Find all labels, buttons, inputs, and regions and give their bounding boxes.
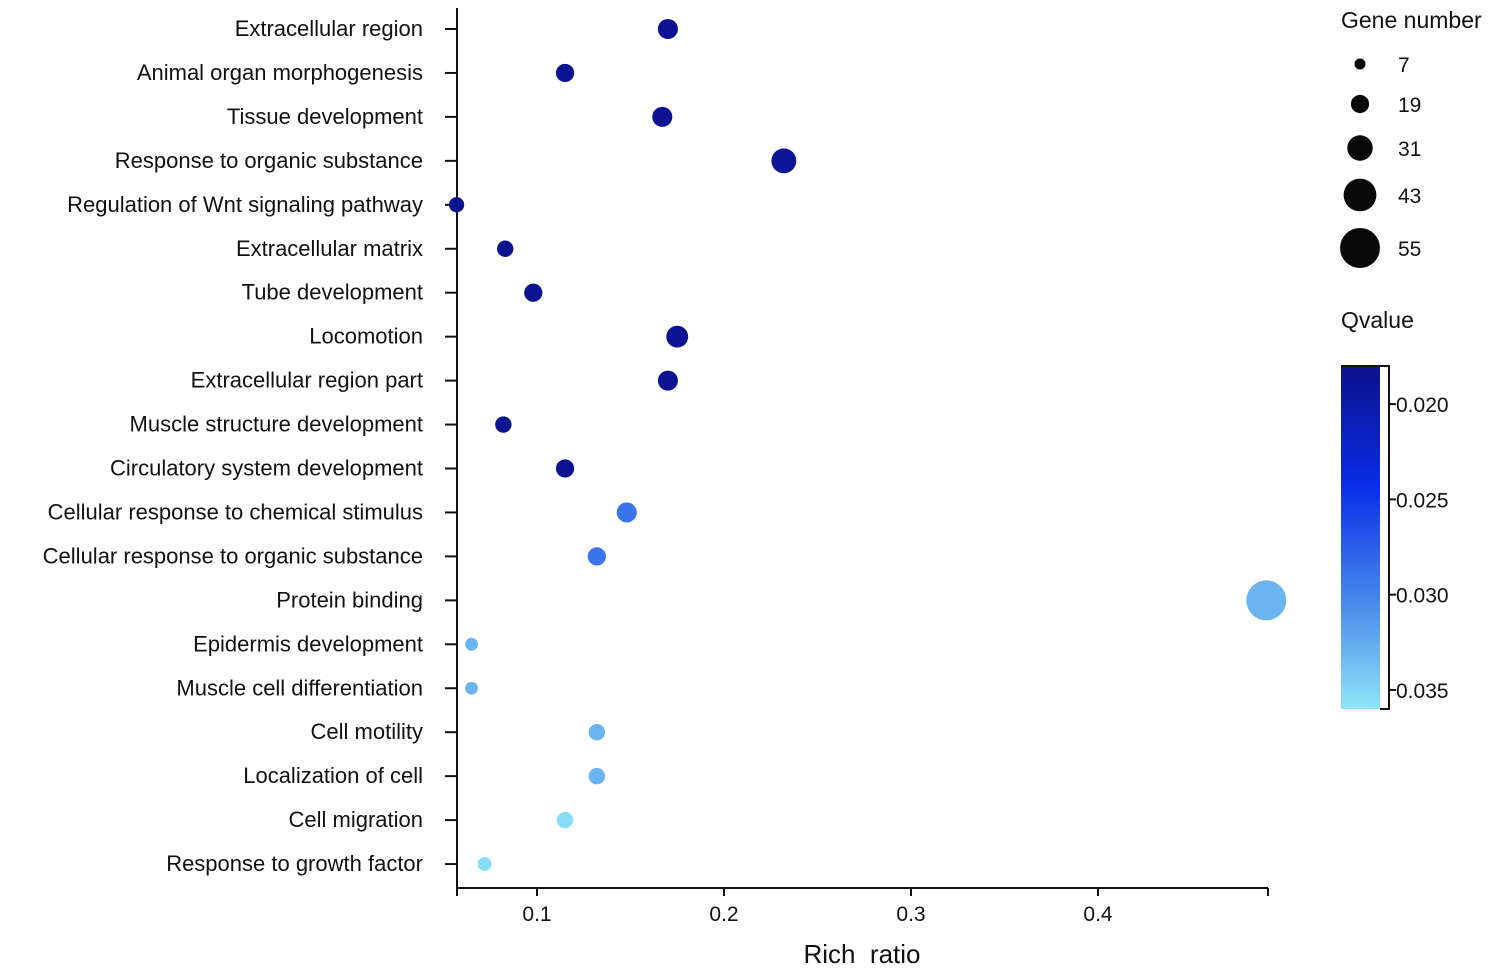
category-label: Cellular response to chemical stimulus bbox=[48, 499, 423, 524]
data-point bbox=[556, 811, 574, 829]
category-label: Extracellular matrix bbox=[236, 236, 423, 261]
category-label: Muscle cell differentiation bbox=[176, 675, 423, 700]
data-point bbox=[465, 637, 478, 651]
data-point bbox=[555, 459, 575, 478]
colorbar-tick-label: 0.030 bbox=[1396, 585, 1449, 608]
category-label: Tissue development bbox=[227, 104, 423, 129]
colorbar-tick-label: 0.020 bbox=[1396, 394, 1449, 417]
size-legend-label: 55 bbox=[1398, 238, 1421, 261]
data-point bbox=[465, 681, 478, 695]
colorbar-tick-label: 0.025 bbox=[1396, 489, 1449, 512]
data-point bbox=[771, 148, 797, 174]
category-label: Tube development bbox=[242, 280, 423, 305]
category-labels: Extracellular region Animal organ morphog… bbox=[43, 16, 457, 876]
category-label: Response to growth factor bbox=[166, 851, 423, 876]
category-label: Cell motility bbox=[311, 719, 423, 744]
category-label: Protein binding bbox=[276, 587, 423, 612]
x-tick-label: 0.3 bbox=[896, 903, 925, 926]
size-legend-circle bbox=[1350, 94, 1370, 114]
color-legend-title: Qvalue bbox=[1341, 307, 1414, 333]
category-label: Cell migration bbox=[289, 807, 424, 832]
data-point bbox=[1246, 580, 1287, 621]
category-label: Locomotion bbox=[309, 324, 423, 349]
category-label: Muscle structure development bbox=[130, 412, 423, 437]
x-tick-label: 0.1 bbox=[522, 903, 551, 926]
category-label: Localization of cell bbox=[243, 763, 423, 788]
data-point bbox=[616, 502, 637, 523]
colorbar-axis bbox=[1341, 365, 1390, 710]
data-point bbox=[524, 283, 543, 302]
category-label: Epidermis development bbox=[193, 631, 423, 656]
data-point bbox=[477, 857, 492, 872]
data-point bbox=[657, 18, 678, 40]
size-legend-circle bbox=[1354, 58, 1366, 70]
data-point bbox=[588, 767, 606, 785]
data-point bbox=[588, 723, 606, 741]
category-label: Extracellular region part bbox=[191, 368, 423, 393]
category-label: Animal organ morphogenesis bbox=[137, 60, 423, 85]
size-legend-title: Gene number bbox=[1341, 7, 1482, 33]
size-legend-label: 31 bbox=[1398, 138, 1421, 161]
category-label: Cellular response to organic substance bbox=[43, 543, 423, 568]
color-legend: Qvalue 0.020 0.025 0.030 0.035 bbox=[1341, 307, 1449, 710]
category-label: Extracellular region bbox=[235, 16, 423, 41]
data-point bbox=[495, 416, 512, 433]
size-legend-label: 19 bbox=[1398, 94, 1421, 117]
size-legend-label: 7 bbox=[1398, 54, 1410, 77]
size-legend-circle bbox=[1347, 135, 1373, 161]
qvalue-colorbar bbox=[1341, 366, 1380, 709]
size-legend-circle bbox=[1340, 228, 1380, 268]
category-label: Regulation of Wnt signaling pathway bbox=[67, 192, 423, 217]
category-label: Response to organic substance bbox=[115, 148, 423, 173]
data-point bbox=[652, 106, 673, 127]
data-point bbox=[587, 547, 606, 566]
x-tick-label: 0.4 bbox=[1083, 903, 1113, 926]
x-axis-title: Rich ratio bbox=[803, 939, 920, 969]
colorbar-tick-label: 0.035 bbox=[1396, 680, 1449, 703]
data-point bbox=[496, 240, 514, 257]
size-legend: Gene number 7 19 31 43 55 bbox=[1340, 7, 1482, 268]
category-label: Circulatory system development bbox=[110, 456, 423, 481]
plot-axes bbox=[456, 8, 1269, 896]
x-tick-label: 0.2 bbox=[709, 903, 738, 926]
data-point bbox=[657, 370, 678, 391]
data-point bbox=[555, 63, 575, 83]
data-points bbox=[448, 18, 1287, 872]
size-legend-circle bbox=[1343, 178, 1377, 212]
x-axis-ticks: 0.1 0.2 0.3 0.4 bbox=[522, 888, 1113, 926]
size-legend-label: 43 bbox=[1398, 185, 1421, 208]
data-point bbox=[666, 325, 689, 348]
data-point bbox=[448, 197, 465, 213]
